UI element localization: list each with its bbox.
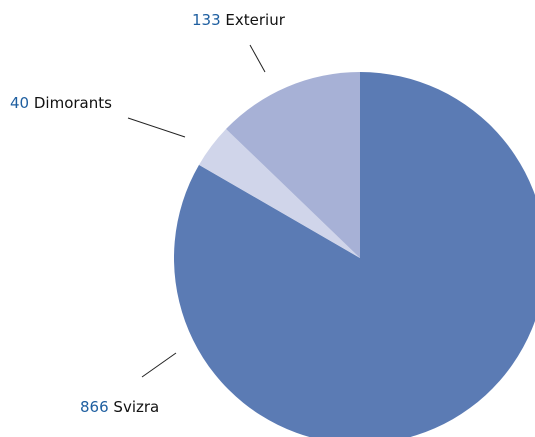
slice-value: 40 bbox=[10, 94, 29, 112]
slice-name: Dimorants bbox=[34, 94, 112, 112]
leader-line bbox=[127, 117, 186, 138]
pie-slice bbox=[174, 72, 535, 437]
slice-name: Svizra bbox=[113, 398, 159, 416]
slice-value: 866 bbox=[80, 398, 109, 416]
pie-slice bbox=[226, 72, 360, 258]
slice-label: 40 Dimorants bbox=[10, 94, 112, 112]
pie-slice bbox=[199, 128, 360, 258]
leader-line bbox=[249, 44, 266, 73]
slice-value: 133 bbox=[192, 11, 221, 29]
leader-line bbox=[141, 352, 177, 378]
slice-label: 866 Svizra bbox=[80, 398, 159, 416]
slice-label: 133 Exteriur bbox=[192, 11, 286, 29]
slice-name: Exteriur bbox=[225, 11, 285, 29]
